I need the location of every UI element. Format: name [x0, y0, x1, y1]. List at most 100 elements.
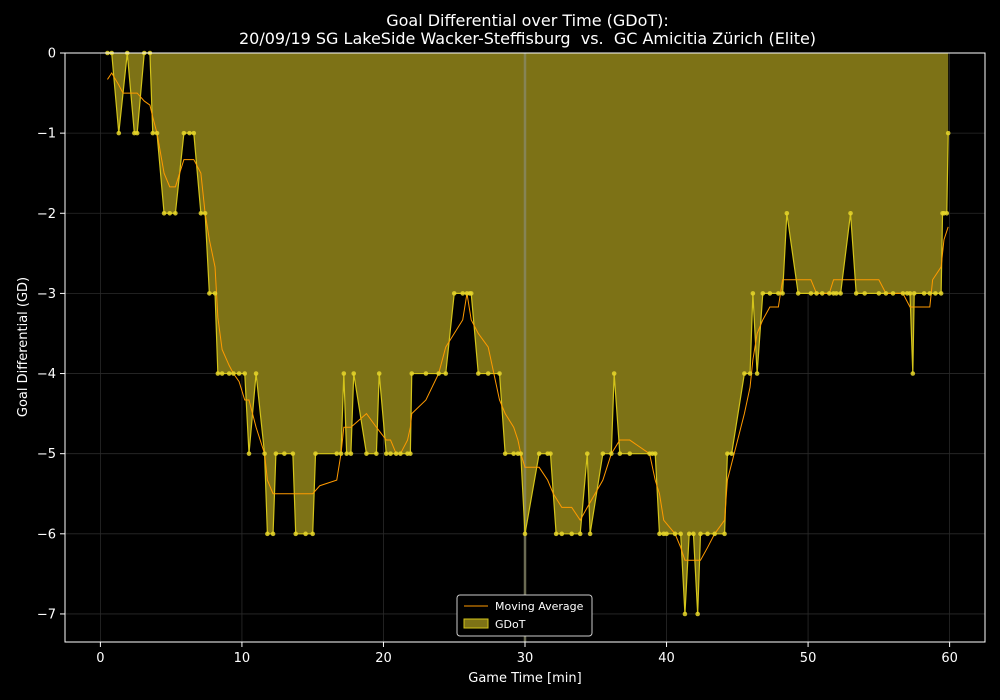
gdot-area: [107, 53, 949, 614]
gdot-point: [569, 531, 575, 537]
legend-box: [456, 594, 593, 637]
gdot-point: [938, 291, 944, 296]
gdot-point: [313, 451, 318, 456]
gdot-point: [600, 451, 606, 456]
moving-average-line: [107, 72, 949, 561]
gdot-point: [219, 371, 225, 376]
gdot-point: [883, 291, 889, 296]
gdot-point: [611, 371, 617, 376]
gdot-point: [548, 451, 553, 456]
gdot-point: [334, 451, 340, 456]
gdot-point: [303, 531, 308, 537]
gdot-point: [664, 531, 669, 537]
gdot-point: [423, 371, 429, 376]
gdot-point: [262, 451, 267, 456]
gdot-point: [265, 531, 270, 537]
x-axis-label: Game Time [min]: [468, 671, 581, 686]
gdot-point: [191, 130, 197, 136]
gdot-point: [834, 291, 839, 296]
x-tick-label: 40: [658, 651, 675, 666]
gdot-point: [134, 130, 140, 136]
gdot-point: [150, 130, 156, 136]
gdot-point: [273, 451, 279, 456]
gdot-point: [776, 291, 781, 296]
gdot-point: [609, 451, 614, 456]
y-tick-label: −7: [37, 607, 56, 622]
gdot-point: [348, 451, 354, 456]
gdot-point: [921, 291, 927, 296]
gdot-point: [729, 451, 734, 456]
gdot-point: [686, 531, 692, 537]
gdot-point: [116, 130, 122, 136]
gdot-point: [760, 291, 766, 296]
gdot-point: [376, 371, 382, 376]
gdot-point: [341, 371, 347, 376]
gdot-point: [242, 371, 248, 376]
gdot-point: [293, 531, 299, 537]
gdot-point: [698, 531, 703, 537]
gdot-point: [927, 291, 933, 296]
gdot-point: [398, 451, 403, 456]
gdot-point: [282, 451, 287, 456]
gdot-point: [226, 371, 232, 376]
gdot-point: [536, 451, 542, 456]
x-tick-label: 20: [375, 651, 392, 666]
gdot-point: [253, 371, 259, 376]
y-tick-label: −5: [37, 447, 56, 462]
gdot-point: [310, 531, 315, 537]
x-tick-label: 50: [800, 651, 817, 666]
chart-title-line-2: 20/09/19 SG LakeSide Wacker-Steffisburg …: [238, 29, 817, 48]
gdot-point: [388, 451, 393, 456]
gdot-point: [207, 291, 212, 296]
gdot-point: [876, 291, 882, 296]
gdot-point: [900, 291, 906, 296]
gdot-point: [231, 371, 236, 376]
gdot-point: [652, 451, 658, 456]
gdot-point: [181, 130, 187, 136]
gdot-point: [460, 291, 466, 296]
gdot-point: [725, 451, 730, 456]
gdot-point: [173, 210, 178, 216]
y-tick-label: 0: [48, 47, 56, 62]
gdot-point: [722, 531, 727, 537]
x-tick-label: 0: [96, 651, 104, 666]
gdot-point: [672, 531, 678, 537]
gdot-point: [750, 291, 756, 296]
gdot-point: [497, 371, 502, 376]
gdot-point: [754, 371, 760, 376]
gdot-point: [511, 451, 516, 456]
gdot-point: [154, 130, 160, 136]
gdot-point: [742, 371, 747, 376]
gdot-point: [443, 371, 449, 376]
y-tick-label: −6: [37, 527, 56, 542]
gdot-point: [945, 130, 951, 136]
gdot-point: [695, 611, 700, 617]
tick-layer: 0 10 20 30 40 50 60 0 −1 −2 −3 −4 −5 −6 −7: [37, 47, 958, 667]
gdot-point: [553, 531, 559, 537]
gdot-point: [682, 611, 688, 617]
gdot-point: [198, 210, 204, 216]
gdot-point: [409, 371, 415, 376]
gdot-point: [468, 291, 474, 296]
gdot-point: [784, 210, 790, 216]
gdot-point: [657, 531, 662, 537]
gdot-point: [338, 451, 344, 456]
gdot-point: [587, 531, 593, 537]
gdot-point: [187, 130, 192, 136]
gdot-point: [853, 291, 859, 296]
gdot-point: [475, 371, 481, 376]
gdot-point: [364, 451, 369, 456]
gdot-point: [890, 291, 896, 296]
gdot-point: [577, 531, 583, 537]
point-layer: [105, 50, 951, 617]
y-tick-label: −3: [37, 287, 56, 302]
gdot-point: [808, 291, 814, 296]
y-tick-label: −2: [37, 207, 56, 222]
legend-moving-average-label: Moving Average: [495, 600, 584, 613]
gdot-point: [705, 531, 710, 537]
y-tick-label: −4: [37, 367, 56, 382]
gdot-point: [485, 371, 491, 376]
gdot-point: [617, 451, 623, 456]
